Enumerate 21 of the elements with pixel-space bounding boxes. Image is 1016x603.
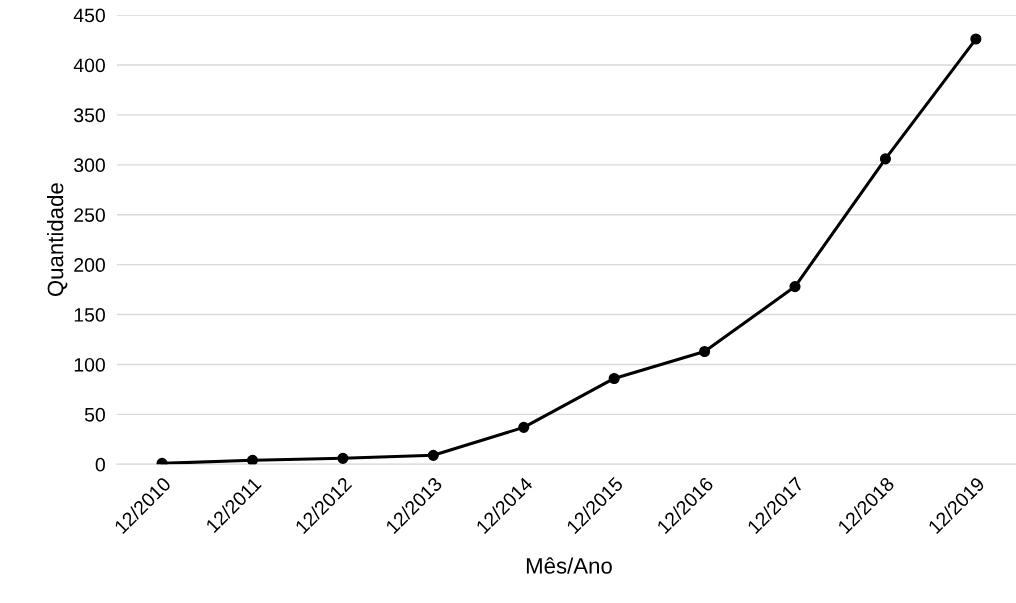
y-tick-label: 50 xyxy=(84,407,105,422)
point xyxy=(789,281,801,293)
y-tick-label: 300 xyxy=(74,158,105,173)
point xyxy=(608,372,620,385)
y-tick-label: 350 xyxy=(74,108,105,123)
y-tick-label: 150 xyxy=(74,308,105,322)
y-tick-label: 400 xyxy=(73,58,105,73)
point xyxy=(879,153,892,165)
x-axis-title: Mês/Ano xyxy=(526,557,612,574)
point xyxy=(337,452,349,464)
y-tick-label: 200 xyxy=(74,258,105,272)
point xyxy=(970,33,982,45)
point xyxy=(518,421,530,433)
y-axis-title: Quantidade xyxy=(47,183,68,297)
point xyxy=(427,449,439,461)
y-tick-label: 250 xyxy=(74,208,105,222)
y-tick-label: 100 xyxy=(74,357,105,372)
y-tick-label: 450 xyxy=(73,8,105,23)
point xyxy=(246,454,259,465)
point xyxy=(699,345,711,358)
y-tick-label: 0 xyxy=(95,457,105,472)
